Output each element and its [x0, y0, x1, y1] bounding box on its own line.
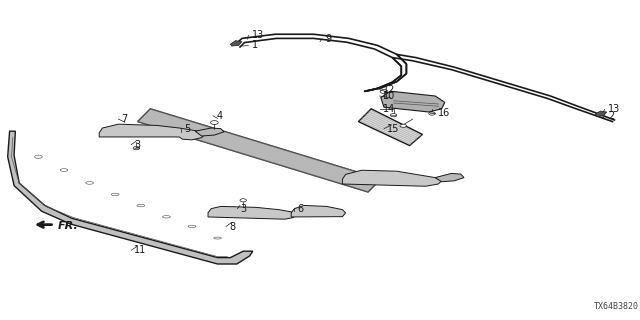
Polygon shape — [358, 109, 422, 146]
Polygon shape — [435, 173, 464, 182]
Text: 12: 12 — [383, 84, 395, 95]
Circle shape — [380, 90, 388, 93]
Ellipse shape — [35, 155, 42, 158]
Polygon shape — [595, 111, 607, 116]
Polygon shape — [230, 41, 242, 46]
Ellipse shape — [188, 225, 196, 228]
Polygon shape — [138, 109, 381, 192]
Text: 15: 15 — [387, 124, 399, 134]
Ellipse shape — [137, 204, 145, 207]
Ellipse shape — [214, 237, 221, 239]
Circle shape — [429, 112, 435, 115]
Polygon shape — [208, 206, 296, 219]
Text: 7: 7 — [122, 114, 128, 124]
Text: 14: 14 — [383, 104, 395, 114]
Polygon shape — [8, 131, 253, 264]
Polygon shape — [381, 91, 445, 112]
Text: 11: 11 — [134, 245, 147, 255]
Polygon shape — [342, 170, 442, 186]
Text: 1: 1 — [252, 40, 258, 51]
Text: 4: 4 — [216, 111, 223, 121]
Circle shape — [400, 124, 406, 127]
Circle shape — [133, 147, 140, 150]
Text: 3: 3 — [241, 204, 247, 214]
Circle shape — [211, 121, 218, 124]
Text: 13: 13 — [608, 104, 620, 115]
Text: FR.: FR. — [58, 220, 78, 231]
Text: 16: 16 — [438, 108, 451, 118]
Text: 2: 2 — [608, 111, 614, 122]
Circle shape — [240, 199, 246, 202]
Ellipse shape — [111, 193, 119, 196]
Text: 13: 13 — [252, 30, 264, 40]
Ellipse shape — [86, 181, 93, 184]
Text: TX64B3820: TX64B3820 — [594, 302, 639, 311]
Polygon shape — [195, 128, 224, 136]
Text: 6: 6 — [298, 204, 304, 214]
Text: 9: 9 — [325, 34, 332, 44]
Text: 3: 3 — [134, 140, 141, 150]
Polygon shape — [291, 205, 346, 217]
Text: 8: 8 — [229, 221, 236, 232]
Text: 5: 5 — [184, 124, 191, 134]
Circle shape — [390, 114, 397, 117]
Polygon shape — [99, 124, 205, 140]
Text: 10: 10 — [383, 91, 395, 101]
Ellipse shape — [60, 169, 68, 172]
Ellipse shape — [163, 216, 170, 218]
